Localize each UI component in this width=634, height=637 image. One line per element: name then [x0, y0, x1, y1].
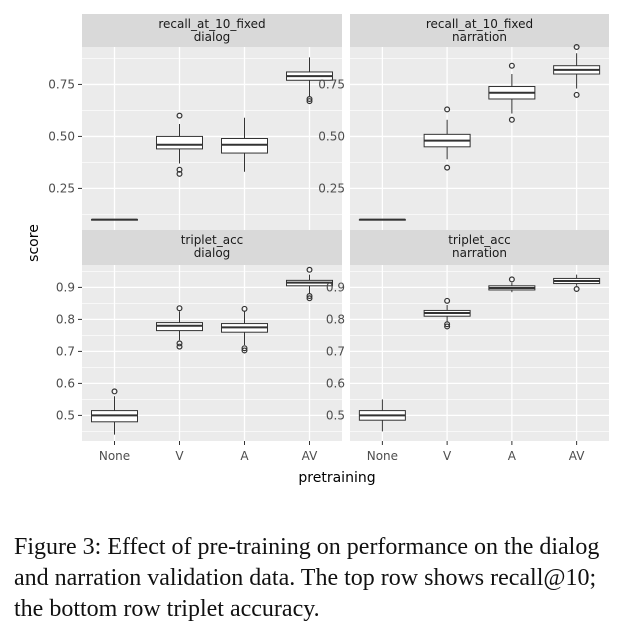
box-A — [221, 305, 268, 354]
outlier-point — [176, 166, 183, 173]
y-tick-label: 0.7 — [56, 344, 75, 358]
y-tick-label: 0.50 — [318, 129, 345, 143]
y-tick-label: 0.25 — [48, 181, 75, 195]
box-iqr — [156, 135, 203, 150]
outlier-point — [176, 112, 183, 119]
box-None — [91, 388, 138, 435]
outlier-point — [508, 276, 515, 283]
y-tick-label: 0.9 — [326, 280, 345, 294]
x-tick-label: AV — [569, 449, 585, 463]
outlier-point — [508, 116, 515, 123]
x-tick-label: V — [443, 449, 452, 463]
outlier-point — [176, 343, 183, 350]
outlier-point — [573, 43, 580, 50]
outlier-point — [176, 340, 183, 347]
y-tick-label: 0.5 — [326, 408, 345, 422]
facet-strip-label: narration — [452, 246, 507, 260]
box-V — [423, 106, 471, 171]
outlier-point — [444, 321, 451, 328]
facet-strip-label: recall_at_10_fixed — [426, 17, 533, 31]
x-tick-label: A — [508, 449, 517, 463]
panel-background — [350, 47, 609, 230]
box-V — [423, 297, 471, 330]
figure-caption: Figure 3: Effect of pre-training on perf… — [14, 534, 600, 622]
box-A — [488, 276, 536, 293]
box-A — [221, 117, 268, 172]
box-None — [358, 399, 406, 432]
facet-strip-label: dialog — [194, 246, 231, 260]
box-V — [156, 112, 203, 177]
box-None — [358, 218, 406, 221]
x-tick-label: V — [175, 449, 184, 463]
outlier-point — [573, 286, 580, 293]
y-tick-label: 0.75 — [318, 77, 345, 91]
x-axis-title: pretraining — [298, 470, 375, 486]
y-tick-label: 0.6 — [326, 376, 345, 390]
outlier-point — [241, 347, 248, 354]
facet-strip — [82, 230, 342, 265]
x-tick-label: None — [99, 449, 130, 463]
facet-strip — [350, 14, 609, 47]
y-tick-label: 0.7 — [326, 344, 345, 358]
y-tick-label: 0.9 — [56, 280, 75, 294]
outlier-point — [306, 95, 313, 102]
outlier-point — [111, 388, 118, 395]
facet-strip — [350, 230, 609, 265]
faceted-boxplot-figure: recall_at_10_fixeddialog0.250.500.75reca… — [26, 14, 609, 486]
y-axis-title: score — [26, 224, 42, 262]
outlier-point — [444, 297, 451, 304]
facet-strip-label: triplet_acc — [181, 233, 244, 247]
x-tick-label: None — [367, 449, 398, 463]
y-tick-label: 0.6 — [56, 376, 75, 390]
facet-strip — [82, 14, 342, 47]
y-tick-label: 0.5 — [56, 408, 75, 422]
facet-strip-label: recall_at_10_fixed — [158, 17, 265, 31]
y-tick-label: 0.75 — [48, 77, 75, 91]
y-tick-label: 0.25 — [318, 181, 345, 195]
x-tick-label: A — [240, 449, 249, 463]
y-tick-label: 0.50 — [48, 129, 75, 143]
box-AV — [553, 43, 601, 98]
outlier-point — [176, 170, 183, 177]
facet-strip-label: dialog — [194, 30, 231, 44]
outlier-point — [306, 295, 313, 302]
x-tick-label: AV — [302, 449, 318, 463]
box-iqr — [221, 138, 268, 154]
outlier-point — [241, 305, 248, 312]
box-A — [488, 62, 536, 123]
outlier-point — [508, 62, 515, 69]
y-tick-label: 0.8 — [326, 312, 345, 326]
box-AV — [286, 266, 333, 302]
y-tick-label: 0.8 — [56, 312, 75, 326]
outlier-point — [306, 266, 313, 273]
outlier-point — [444, 164, 451, 171]
outlier-point — [444, 106, 451, 113]
outlier-point — [306, 293, 313, 300]
facet-strip-label: narration — [452, 30, 507, 44]
facet-strip-label: triplet_acc — [448, 233, 511, 247]
outlier-point — [241, 345, 248, 352]
outlier-point — [573, 91, 580, 98]
outlier-point — [176, 305, 183, 312]
box-AV — [286, 57, 333, 105]
outlier-point — [306, 98, 313, 105]
box-AV — [553, 274, 601, 293]
outlier-point — [444, 323, 451, 330]
box-V — [156, 305, 203, 350]
box-None — [91, 218, 138, 221]
